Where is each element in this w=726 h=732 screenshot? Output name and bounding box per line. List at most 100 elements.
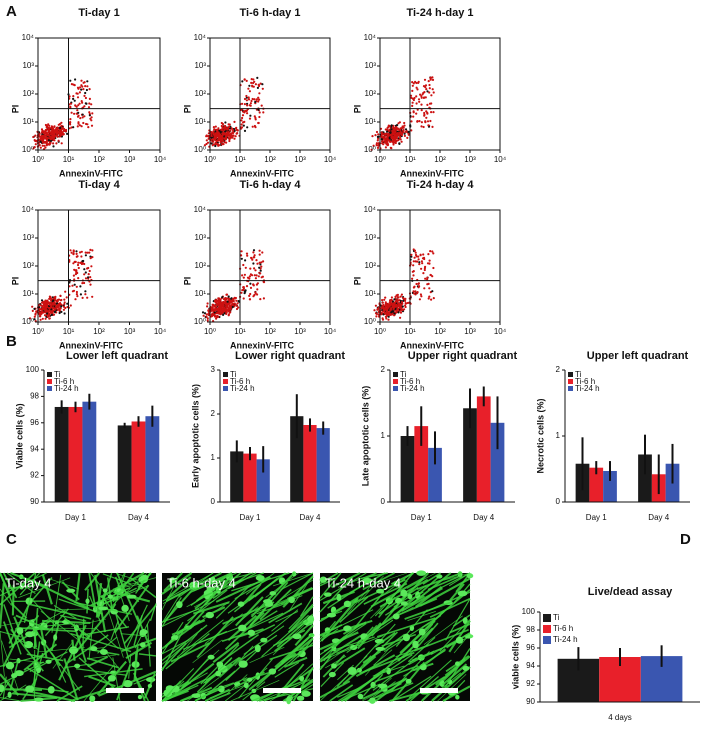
event-dot — [213, 311, 216, 314]
event-dot — [250, 99, 253, 103]
event-dot — [398, 121, 401, 124]
cell-body — [25, 685, 35, 693]
event-dot — [81, 116, 84, 119]
event-dot — [383, 310, 386, 313]
scale-bar — [106, 688, 144, 693]
cell-fiber — [374, 665, 419, 683]
event-dot — [420, 109, 423, 112]
cell-fiber — [161, 608, 200, 623]
event-dot — [428, 87, 431, 90]
event-dot — [78, 102, 81, 105]
event-dot — [249, 267, 252, 270]
cell-fiber — [408, 659, 452, 699]
x-axis-label: AnnexinV-FITC — [230, 340, 295, 350]
event-dot — [260, 265, 263, 268]
event-dot — [72, 83, 75, 86]
cell-body — [210, 577, 216, 583]
chart-title: Live/dead assay — [588, 586, 673, 598]
event-dot — [227, 295, 230, 298]
event-dot — [412, 290, 415, 293]
cell-fiber — [63, 618, 91, 638]
x-tick-label: 10¹ — [234, 155, 246, 164]
cell-body — [238, 660, 248, 668]
event-dot — [420, 125, 423, 128]
event-dot — [73, 260, 76, 263]
cell-body — [74, 663, 81, 669]
event-dot — [390, 311, 393, 314]
cell-fiber — [180, 658, 209, 689]
cell-fiber — [363, 582, 408, 605]
event-dot — [59, 135, 62, 138]
event-dot — [43, 132, 46, 135]
event-dot — [62, 308, 65, 311]
cell-body — [247, 629, 255, 636]
event-dot — [415, 112, 418, 115]
event-dot — [87, 266, 90, 270]
event-dot — [53, 132, 56, 135]
event-dot — [40, 299, 44, 302]
cell-fiber — [235, 596, 264, 627]
event-dot — [91, 256, 94, 259]
cell-body — [255, 574, 265, 581]
event-dot — [74, 78, 77, 81]
event-dot — [399, 127, 402, 130]
y-tick-label: 10³ — [22, 61, 34, 70]
cell-fiber — [337, 572, 376, 588]
event-dot — [428, 295, 431, 298]
cell-fiber — [180, 627, 202, 655]
event-dot — [84, 254, 87, 257]
cell-body — [147, 683, 153, 688]
y-tick-label: 10¹ — [194, 117, 206, 126]
event-dot — [69, 121, 72, 124]
event-dot — [404, 299, 407, 302]
event-dot — [391, 300, 394, 303]
cell-fiber — [381, 633, 417, 647]
event-dot — [253, 267, 256, 270]
panel-label: A — [6, 3, 17, 20]
event-dot — [420, 95, 423, 98]
event-dot — [424, 86, 427, 89]
y-tick-label: 10¹ — [364, 289, 376, 298]
cell-fiber — [320, 597, 359, 642]
cell-body — [400, 589, 408, 597]
event-dot — [419, 253, 422, 256]
event-dot — [400, 293, 403, 296]
event-dot — [64, 306, 67, 310]
event-dot — [39, 318, 42, 321]
event-dot — [259, 82, 262, 85]
event-dot — [393, 314, 396, 317]
event-dot — [248, 84, 251, 87]
cell-body — [139, 642, 146, 648]
event-dot — [259, 272, 262, 275]
cell-body — [328, 671, 336, 678]
event-dot — [246, 126, 249, 129]
event-dot — [58, 309, 61, 312]
y-tick-label: 96 — [30, 418, 39, 427]
event-dot — [417, 98, 421, 101]
event-dot — [425, 110, 428, 113]
cell-fiber — [331, 572, 361, 589]
y-tick-label: 10⁰ — [22, 317, 34, 326]
event-dot — [60, 310, 63, 313]
chart-title: Ti-6 h-day 4 — [240, 179, 302, 191]
event-dot — [214, 125, 217, 128]
event-dot — [69, 118, 72, 121]
event-dot — [411, 104, 414, 107]
cell-body — [5, 661, 15, 670]
event-dot — [256, 282, 259, 285]
y-tick-label: 10⁴ — [22, 33, 35, 42]
event-dot — [205, 313, 208, 316]
event-dot — [60, 133, 63, 136]
event-dot — [83, 281, 86, 285]
x-tick-label: Day 1 — [240, 513, 261, 522]
event-dot — [217, 297, 220, 300]
cell-body — [292, 633, 302, 640]
event-dot — [214, 306, 217, 309]
event-dot — [214, 141, 217, 145]
bar — [68, 406, 83, 502]
event-dot — [419, 293, 422, 296]
event-dot — [242, 276, 245, 279]
event-dot — [431, 88, 434, 91]
event-dot — [50, 299, 53, 302]
event-dot — [243, 103, 246, 106]
